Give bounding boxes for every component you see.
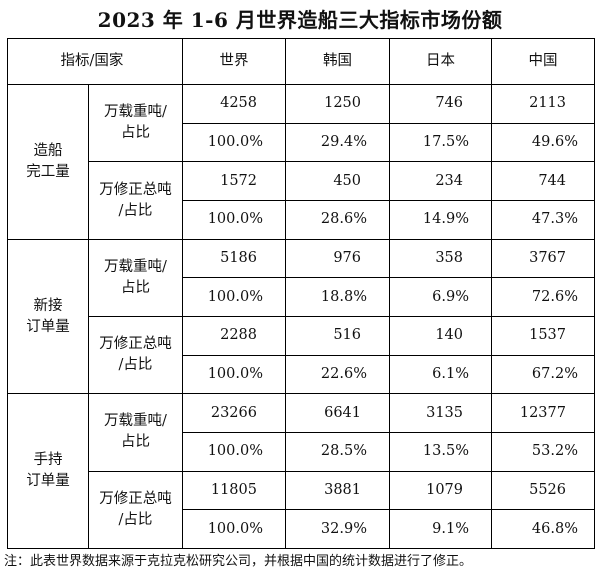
table-title: 2023 年 1-6 月世界造船三大指标市场份额 [97, 8, 503, 32]
share-cell: 100.0% [182, 354, 286, 395]
value-cell: 140 [389, 316, 492, 356]
share-cell: 28.5% [285, 431, 390, 472]
share-cell: 14.9% [389, 200, 492, 240]
value-cell: 744 [491, 161, 595, 202]
share-cell: 18.8% [285, 277, 390, 317]
header-cell-korea: 韩国 [285, 37, 390, 86]
share-cell: 67.2% [491, 354, 595, 395]
share-cell: 32.9% [285, 509, 390, 549]
value-cell: 358 [389, 238, 492, 279]
table-row: 万修正总吨 /占比 11805 3881 1079 5526 [8, 470, 595, 550]
value-cell: 1572 [182, 161, 286, 202]
metric-label-cgt: 万修正总吨 /占比 [88, 161, 183, 240]
table-row: 100.0% 28.5% 13.5% 53.2% [8, 431, 595, 472]
table-row: 手持 订单量 万载重吨/ 占比 23266 6641 3135 12377 [7, 393, 595, 549]
header-cell-china: 中国 [491, 37, 595, 86]
group-label-orderbook: 手持 订单量 [7, 393, 89, 549]
value-cell: 976 [285, 238, 390, 279]
share-cell: 100.0% [182, 509, 286, 549]
value-cell: 3767 [491, 238, 595, 279]
metric-label-cgt: 万修正总吨 /占比 [88, 470, 183, 550]
value-cell: 12377 [491, 393, 595, 433]
metric-label-dwt: 万载重吨/ 占比 [88, 393, 183, 472]
metric-label-cgt: 万修正总吨 /占比 [88, 315, 183, 395]
share-cell: 46.8% [491, 509, 595, 549]
group-label-completions: 造船 完工量 [7, 84, 89, 240]
share-cell: 100.0% [182, 122, 286, 163]
value-cell: 1537 [491, 316, 595, 356]
header-row: 指标/国家 世界 韩国 日本 中国 [7, 37, 595, 86]
table-row: 万修正总吨 /占比 2288 516 140 1537 [8, 315, 595, 395]
share-cell: 47.3% [491, 200, 595, 240]
share-cell: 6.1% [389, 354, 492, 395]
share-cell: 17.5% [389, 122, 492, 163]
header-cell-japan: 日本 [389, 37, 492, 86]
value-cell: 3135 [389, 393, 492, 433]
value-cell: 450 [285, 161, 390, 202]
share-cell: 100.0% [182, 431, 286, 472]
share-cell: 9.1% [389, 509, 492, 549]
value-cell: 23266 [182, 393, 286, 433]
market-share-table: 指标/国家 世界 韩国 日本 中国 造船 完工量 万载重吨/ 占比 4258 1… [7, 37, 595, 550]
value-cell: 2113 [491, 84, 595, 124]
table-row: 新接 订单量 万载重吨/ 占比 5186 976 358 3767 [7, 238, 595, 395]
value-cell: 1250 [285, 84, 390, 124]
table-row: 100.0% 32.9% 9.1% 46.8% [8, 509, 595, 549]
table-row: 100.0% 18.8% 6.9% 72.6% [8, 277, 595, 317]
share-cell: 53.2% [491, 431, 595, 472]
value-cell: 6641 [285, 393, 390, 433]
value-cell: 5186 [182, 238, 286, 279]
value-cell: 1079 [389, 470, 492, 511]
value-cell: 746 [389, 84, 492, 124]
share-cell: 72.6% [491, 277, 595, 317]
group-label-new-orders: 新接 订单量 [7, 238, 89, 395]
value-cell: 4258 [182, 84, 286, 124]
header-cell-indicator-country [7, 37, 89, 86]
share-cell: 100.0% [182, 200, 286, 240]
metric-label-dwt: 万载重吨/ 占比 [88, 84, 183, 163]
metric-label-dwt: 万载重吨/ 占比 [88, 238, 183, 318]
share-cell: 29.4% [285, 122, 390, 163]
share-cell: 13.5% [389, 431, 492, 472]
value-cell: 516 [285, 316, 390, 356]
share-cell: 49.6% [491, 122, 595, 163]
header-cell-indicator-country-label: 指标/国家 [61, 37, 183, 86]
share-cell: 6.9% [389, 277, 492, 317]
value-cell: 2288 [182, 316, 286, 356]
header-cell-world: 世界 [182, 37, 286, 86]
value-cell: 3881 [285, 470, 390, 511]
share-cell: 22.6% [285, 354, 390, 395]
share-cell: 28.6% [285, 200, 390, 240]
table-row: 造船 完工量 万载重吨/ 占比 4258 1250 746 2113 [7, 84, 595, 240]
value-cell: 5526 [491, 470, 595, 511]
footnote: 注：此表世界数据来源于克拉克松研究公司，并根据中国的统计数据进行了修正。 [4, 554, 473, 569]
share-cell: 100.0% [182, 277, 286, 317]
value-cell: 11805 [182, 470, 286, 511]
table-row: 万修正总吨 /占比 1572 450 234 744 [8, 161, 595, 240]
value-cell: 234 [389, 161, 492, 202]
